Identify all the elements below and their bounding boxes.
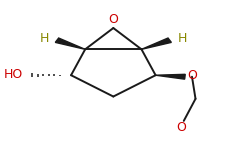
Text: HO: HO: [4, 68, 23, 81]
Text: O: O: [187, 69, 197, 82]
Text: H: H: [178, 32, 187, 45]
Text: H: H: [39, 32, 49, 45]
Polygon shape: [142, 38, 171, 49]
Polygon shape: [156, 74, 185, 79]
Text: O: O: [177, 121, 186, 134]
Text: O: O: [108, 13, 118, 26]
Polygon shape: [55, 38, 85, 49]
